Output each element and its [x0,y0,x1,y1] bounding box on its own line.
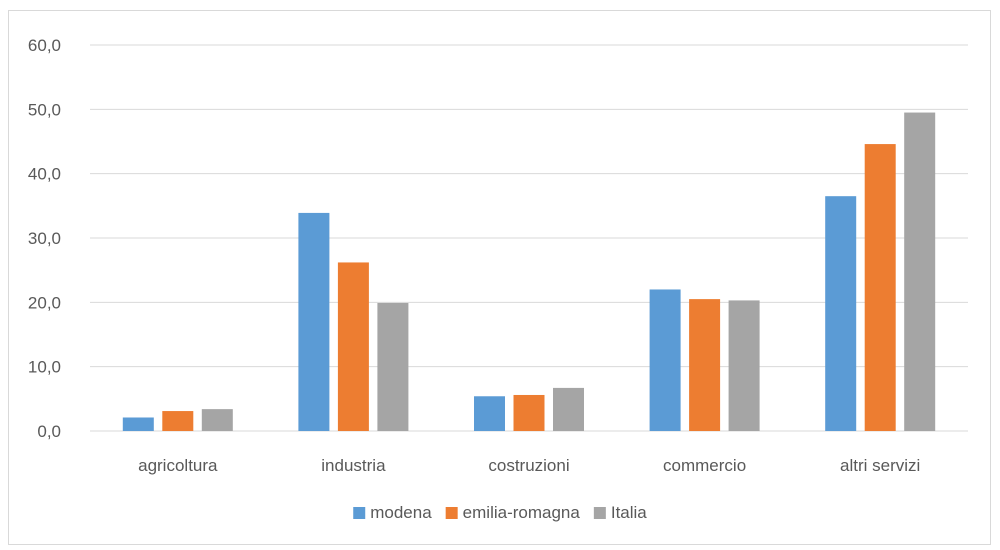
bar-emilia-romagna-agricoltura [162,411,194,431]
bar-modena-commercio [649,289,681,431]
y-tick-label: 10,0 [28,358,61,377]
bar-italia-agricoltura [201,409,233,431]
bar-emilia-romagna-industria [337,262,369,431]
bar-emilia-romagna-costruzioni [513,394,545,431]
bar-modena-agricoltura [122,417,154,431]
bar-italia-commercio [728,300,760,431]
category-label: costruzioni [488,456,569,475]
y-tick-label: 60,0 [28,36,61,55]
legend-swatch-emilia-romagna [445,507,458,519]
bar-italia-costruzioni [553,387,584,431]
legend: modena emilia-romagna Italia [353,503,647,522]
gridlines [90,44,968,432]
y-tick-label: 20,0 [28,293,61,312]
legend-label-emilia-romagna: emilia-romagna [463,503,581,522]
bars [122,112,936,432]
x-axis-category-labels: agricoltura industria costruzioni commercio… [138,456,920,475]
y-axis-tick-labels: 0,0 10,0 20,0 30,0 40,0 50,0 60,0 [28,36,61,441]
legend-label-italia: Italia [611,503,647,522]
y-tick-label: 30,0 [28,229,61,248]
category-label: industria [321,456,386,475]
legend-label-modena: modena [370,503,432,522]
category-label: commercio [663,456,746,475]
bar-emilia-romagna-commercio [689,299,721,431]
legend-swatch-italia [593,507,606,519]
category-label: agricoltura [138,456,218,475]
y-tick-label: 40,0 [28,165,61,184]
bar-modena-costruzioni [474,396,505,431]
bar-italia-altri-servizi [904,112,936,432]
category-label: altri servizi [840,456,920,475]
bar-modena-industria [298,212,330,431]
bar-emilia-romagna-altri-servizi [864,144,896,431]
legend-swatch-modena [353,507,366,519]
bar-italia-industria [377,302,409,431]
y-tick-label: 0,0 [37,422,61,441]
y-tick-label: 50,0 [28,100,61,119]
bar-modena-altri-servizi [825,196,857,431]
